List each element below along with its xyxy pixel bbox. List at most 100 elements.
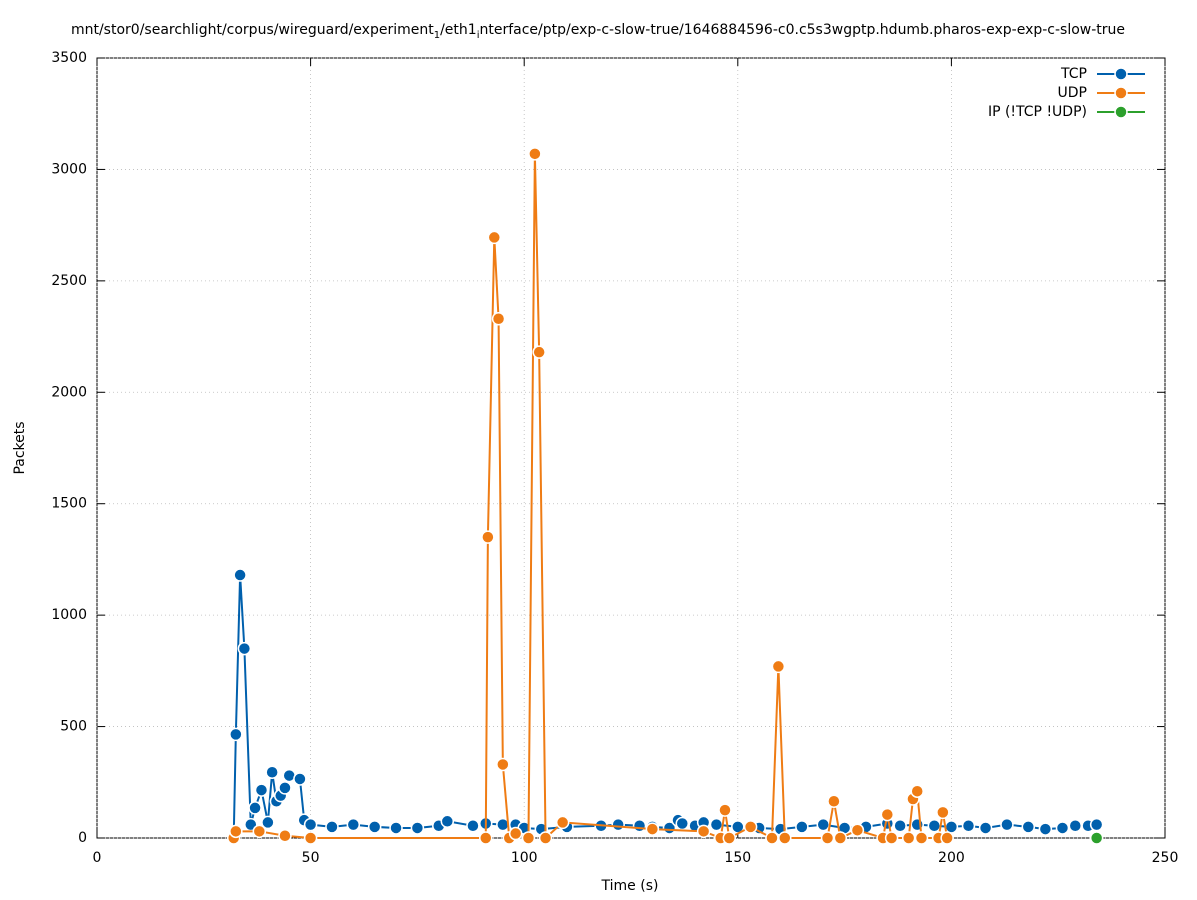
data-point bbox=[252, 824, 267, 839]
title-part: /eth1 bbox=[440, 22, 477, 38]
data-point bbox=[521, 831, 536, 845]
data-point bbox=[237, 641, 252, 656]
data-point bbox=[1089, 817, 1104, 832]
data-point bbox=[229, 824, 243, 839]
x-tick-label: 150 bbox=[724, 850, 751, 866]
y-tick-label: 2500 bbox=[51, 273, 87, 289]
legend-marker bbox=[1114, 86, 1128, 100]
data-point bbox=[914, 831, 929, 845]
data-point bbox=[893, 818, 907, 833]
data-point bbox=[1055, 821, 1070, 835]
data-point bbox=[278, 781, 292, 795]
plot-frame bbox=[96, 57, 1166, 839]
data-point bbox=[440, 814, 455, 829]
data-point bbox=[936, 805, 950, 820]
data-point bbox=[229, 727, 243, 742]
x-tick-label: 200 bbox=[938, 850, 965, 866]
data-point bbox=[944, 820, 959, 834]
data-point bbox=[778, 831, 792, 845]
x-tick-label: 250 bbox=[1152, 850, 1179, 866]
data-point bbox=[833, 831, 848, 845]
y-tick-label: 1500 bbox=[51, 496, 87, 512]
legend-label: IP (!TCP !UDP) bbox=[988, 104, 1087, 120]
data-point bbox=[346, 817, 361, 832]
data-point bbox=[709, 817, 724, 832]
data-point bbox=[325, 820, 339, 834]
data-point bbox=[303, 831, 318, 845]
y-tick-label: 3000 bbox=[51, 161, 87, 177]
data-point bbox=[1068, 818, 1083, 833]
y-tick-label: 3500 bbox=[51, 50, 87, 66]
data-point bbox=[645, 822, 660, 836]
data-point bbox=[743, 820, 758, 834]
data-point bbox=[696, 824, 711, 839]
data-point bbox=[389, 821, 403, 835]
data-point bbox=[367, 820, 382, 834]
data-point bbox=[884, 831, 899, 845]
data-point bbox=[303, 817, 318, 832]
data-point bbox=[248, 801, 262, 815]
data-point bbox=[261, 815, 275, 830]
data-point bbox=[496, 757, 510, 772]
data-point bbox=[795, 820, 809, 834]
series-line bbox=[232, 574, 1097, 839]
title-subscript: 1 bbox=[434, 30, 440, 41]
data-point bbox=[910, 784, 924, 798]
data-point bbox=[555, 815, 570, 830]
data-point bbox=[940, 831, 954, 845]
data-point bbox=[901, 831, 916, 845]
legend-label: TCP bbox=[1060, 66, 1087, 82]
y-axis-label: Packets bbox=[12, 421, 28, 474]
data-point bbox=[254, 783, 269, 797]
title-part: nterface/ptp/exp-c-slow-true/1646884596-… bbox=[479, 22, 1125, 38]
data-point bbox=[491, 311, 506, 326]
legend-marker bbox=[1114, 67, 1128, 81]
chart-title: mnt/stor0/searchlight/corpus/wireguard/e… bbox=[71, 22, 1125, 41]
data-point bbox=[611, 817, 625, 832]
y-tick-label: 500 bbox=[60, 719, 87, 735]
data-point bbox=[532, 345, 546, 359]
data-point bbox=[816, 817, 830, 832]
data-point bbox=[481, 530, 495, 544]
x-tick-label: 100 bbox=[511, 850, 538, 866]
data-point bbox=[632, 818, 647, 833]
series-line bbox=[232, 153, 949, 841]
data-point bbox=[765, 831, 779, 845]
data-point bbox=[722, 831, 737, 845]
x-tick-label: 50 bbox=[302, 850, 320, 866]
data-point bbox=[1038, 822, 1053, 836]
data-point bbox=[1000, 817, 1014, 832]
data-point bbox=[820, 831, 835, 845]
data-point bbox=[927, 818, 942, 833]
data-point bbox=[718, 803, 732, 817]
data-point bbox=[880, 807, 895, 822]
data-point bbox=[662, 821, 677, 835]
data-point bbox=[293, 772, 307, 786]
data-point bbox=[466, 818, 480, 833]
data-point bbox=[961, 818, 976, 833]
data-point bbox=[487, 230, 502, 245]
data-point bbox=[233, 568, 247, 582]
data-point bbox=[675, 816, 690, 831]
data-point bbox=[265, 765, 279, 780]
legend-label: UDP bbox=[1058, 85, 1087, 101]
data-point bbox=[508, 826, 523, 841]
data-point bbox=[1021, 820, 1036, 834]
y-tick-label: 1000 bbox=[51, 607, 87, 623]
data-point bbox=[1089, 831, 1104, 845]
data-point bbox=[538, 831, 553, 845]
x-axis-label: Time (s) bbox=[601, 878, 659, 894]
x-tick-label: 0 bbox=[93, 850, 102, 866]
data-point bbox=[978, 821, 993, 835]
title-subscript: i bbox=[477, 30, 480, 41]
data-point bbox=[850, 823, 865, 837]
legend-marker bbox=[1114, 105, 1128, 119]
y-tick-label: 2000 bbox=[51, 384, 87, 400]
title-part: mnt/stor0/searchlight/corpus/wireguard/e… bbox=[71, 22, 434, 38]
data-point bbox=[278, 829, 292, 843]
y-tick-label: 0 bbox=[78, 830, 87, 846]
data-point bbox=[771, 659, 786, 674]
data-point bbox=[410, 821, 425, 835]
data-point bbox=[528, 147, 542, 161]
